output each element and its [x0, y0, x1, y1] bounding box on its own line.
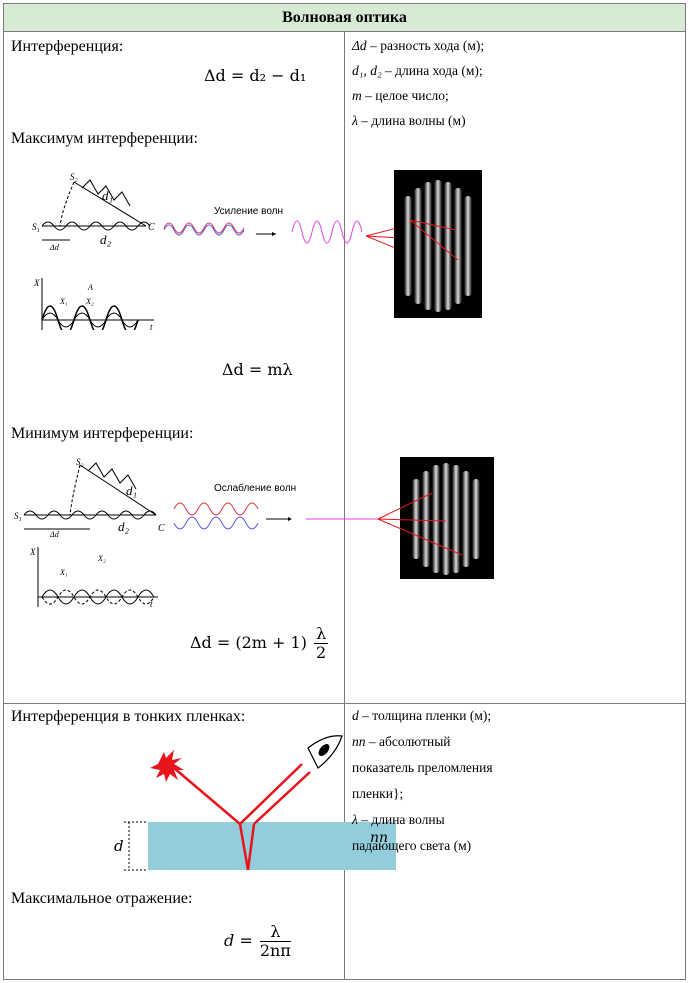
x2-label: X₂ — [85, 297, 94, 306]
max-reflection-formula-left: d = — [224, 931, 253, 950]
minimum-formula-left: Δd = (2m + 1) — [190, 633, 307, 652]
legend2-row-1: d – толщина пленки (м); — [352, 708, 492, 723]
refracted-ray — [246, 823, 256, 871]
minimum-formula-num: λ — [314, 624, 329, 644]
legend-cell-1: Δd – разность хода (м); d₁, d₂ – длина х… — [344, 31, 686, 704]
s1-label: S₁ — [32, 222, 40, 232]
a-label: A — [87, 283, 93, 292]
legend2-row-2: nп – абсолютный — [352, 734, 451, 749]
wave-x2 — [41, 589, 155, 605]
d2-label-min: d₂ — [118, 519, 130, 534]
d2-label: d₂ — [100, 232, 112, 247]
component-wave — [41, 312, 139, 328]
c-label-min: C — [158, 523, 165, 534]
path-wave-min — [23, 510, 157, 520]
wave-x1 — [41, 589, 155, 605]
d1-label-min: d₁ — [126, 483, 137, 498]
x-label: X — [33, 278, 40, 288]
s2-c-line-min — [79, 464, 157, 516]
s2-arc — [59, 181, 75, 227]
interference-label: Интерференция: — [11, 38, 124, 55]
s2-c-line — [73, 181, 147, 227]
max-reflection-formula: d = λ 2nп — [224, 923, 291, 960]
legend1-row-3: m – целое число; — [352, 88, 449, 103]
t-label-min: t — [150, 599, 153, 609]
t-label: t — [150, 322, 153, 330]
red-wave-anti-phase — [173, 502, 259, 516]
blue-wave-anti-phase — [173, 516, 259, 530]
delta-d-label: Δd — [49, 243, 60, 252]
max-reflection-den: 2nп — [259, 941, 291, 960]
eye-icon — [307, 735, 343, 769]
s1-label-min: S₁ — [14, 511, 22, 521]
s2-label-min: S₂ — [76, 457, 84, 467]
refracted-ray-down — [238, 823, 250, 871]
c-label: C — [148, 222, 155, 233]
light-source-icon — [150, 750, 184, 782]
path-wave — [41, 221, 151, 231]
reflected-ray-bottom — [253, 771, 311, 825]
interference-cell: Интерференция: Δd = d₂ − d₁ Максимум инт… — [3, 31, 494, 704]
legend1-row-1: Δd – разность хода (м); — [352, 38, 485, 53]
d1-label: d₁ — [102, 188, 113, 203]
s2-wave — [81, 179, 131, 207]
max-reflection-fraction: λ 2nп — [259, 923, 291, 960]
max-reflection-label: Максимальное отражение: — [11, 890, 193, 907]
legend-cell-2: d – толщина пленки (м); nп – абсолютный … — [344, 703, 686, 980]
legend2-row-3: показатель преломления — [352, 760, 493, 775]
minimum-formula: Δd = (2m + 1) λ 2 — [190, 624, 329, 662]
max-reflection-num: λ — [259, 923, 291, 942]
s2-label: S₂ — [70, 172, 78, 182]
arrow-head — [272, 232, 276, 236]
minimum-formula-fraction: λ 2 — [314, 624, 329, 662]
s2-wave-min — [87, 462, 137, 490]
minimum-formula-den: 2 — [316, 643, 327, 662]
thickness-label: d — [114, 837, 124, 855]
reflected-ray-top — [239, 763, 303, 825]
legend2-row-6: падающего света (м) — [352, 838, 472, 853]
x-label-min: X — [29, 547, 36, 557]
legend1-row-2: d₁, d₂ – длина хода (м); — [352, 63, 483, 78]
x1-label: X₁ — [59, 297, 68, 306]
maximum-formula: Δd = mλ — [222, 360, 293, 379]
thin-film-title: Интерференция в тонких пленках: — [11, 708, 246, 725]
delta-d-label-min: Δd — [49, 530, 60, 539]
thin-film-cell: Интерференция в тонких пленках: d nп — [3, 703, 396, 980]
content-table: Волновая оптика Интерференция: Δd = d₂ −… — [3, 3, 686, 980]
arrow-head-min — [288, 517, 292, 521]
x2-label-min: X₂ — [97, 554, 106, 563]
attenuation-caption: Ослабление волн — [214, 482, 296, 494]
red-wave-in-phase — [163, 222, 245, 234]
amplification-caption: Усиление волн — [214, 206, 283, 217]
legend1-row-4: λ – длина волны (м) — [352, 113, 466, 128]
legend2-row-5: λ – длина волны — [352, 812, 445, 827]
minimum-label: Минимум интерференции: — [11, 425, 194, 442]
x1-label-min: X₁ — [59, 568, 68, 577]
path-difference-formula: Δd = d₂ − d₁ — [204, 66, 307, 85]
maximum-label: Максимум интерференции: — [11, 130, 198, 147]
blue-wave-in-phase — [163, 224, 245, 236]
s2-arc-min — [69, 464, 81, 516]
table-header: Волновая оптика — [3, 3, 686, 32]
legend2-row-4: пленки}; — [352, 786, 404, 801]
incident-ray — [173, 767, 241, 825]
